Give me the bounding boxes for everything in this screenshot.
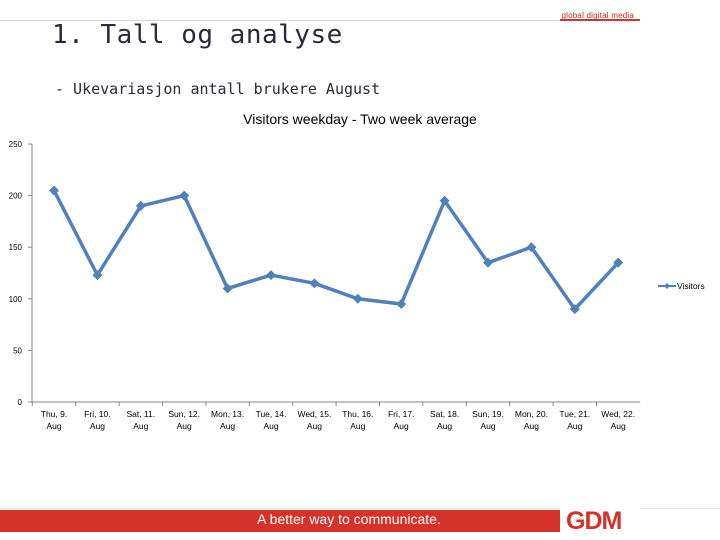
x-tick-label-day: Wed, 15.	[297, 409, 331, 419]
legend-swatch-marker	[664, 283, 670, 289]
x-tick-label-month: Aug	[46, 421, 61, 431]
brand-tagline: global digital media	[561, 11, 634, 20]
slide-title: 1. Tall og analyse	[52, 20, 343, 50]
x-tick-label-month: Aug	[220, 421, 235, 431]
chart-title: Visitors weekday - Two week average	[243, 111, 477, 127]
legend-label: Visitors	[677, 281, 705, 291]
x-tick-label-month: Aug	[307, 421, 322, 431]
x-tick-label-month: Aug	[437, 421, 452, 431]
x-tick-label-day: Tue, 14.	[256, 409, 287, 419]
y-tick-label: 250	[9, 140, 23, 149]
x-tick-label-day: Sat, 11.	[126, 409, 155, 419]
y-tick-label: 100	[9, 295, 23, 304]
footer-tagline: A better way to communicate.	[257, 511, 441, 527]
x-tick-label-month: Aug	[177, 421, 192, 431]
data-point	[309, 278, 320, 289]
x-tick-label-day: Wed, 22.	[601, 409, 635, 419]
x-tick-label-day: Tue, 21.	[559, 409, 590, 419]
data-point	[135, 200, 146, 211]
y-tick-label: 50	[13, 346, 22, 355]
x-tick-label-day: Thu, 16.	[342, 409, 373, 419]
x-tick-label-month: Aug	[524, 421, 539, 431]
x-tick-label-month: Aug	[480, 421, 495, 431]
data-point	[92, 270, 103, 281]
x-tick-label-month: Aug	[133, 421, 148, 431]
series-line-visitors	[52, 189, 620, 311]
slide-subtitle: - Ukevariasjon antall brukere August	[55, 80, 381, 98]
y-tick-label: 150	[9, 243, 23, 252]
data-point	[439, 195, 450, 206]
x-tick-label-day: Fri, 17.	[388, 409, 414, 419]
data-point	[222, 283, 233, 294]
x-tick-label-day: Thu, 9.	[41, 409, 67, 419]
x-tick-label-month: Aug	[394, 421, 409, 431]
x-tick-label-day: Sun, 19.	[472, 409, 504, 419]
x-tick-label-month: Aug	[350, 421, 365, 431]
y-tick-label: 0	[18, 398, 23, 407]
data-point	[179, 190, 190, 201]
header-accent-rule	[560, 19, 640, 21]
data-point	[396, 298, 407, 309]
data-point	[569, 304, 580, 315]
data-point	[526, 242, 537, 253]
x-tick-label-day: Mon, 13.	[211, 409, 244, 419]
data-point	[613, 257, 624, 268]
x-tick-label-day: Mon, 20.	[515, 409, 548, 419]
data-point	[352, 293, 363, 304]
x-tick-label-month: Aug	[263, 421, 278, 431]
x-tick-label-day: Fri, 10.	[84, 409, 110, 419]
logo-background	[560, 508, 640, 534]
data-point	[266, 270, 276, 281]
x-tick-label-month: Aug	[90, 421, 105, 431]
x-tick-label-day: Sun, 12.	[168, 409, 200, 419]
x-tick-label-month: Aug	[611, 421, 626, 431]
header-rule	[0, 20, 640, 21]
footer-red-band	[0, 510, 560, 532]
data-point	[49, 185, 59, 196]
gdm-logo: GDM	[566, 507, 622, 535]
x-tick-label-month: Aug	[567, 421, 582, 431]
y-tick-label: 200	[9, 192, 23, 201]
data-point	[483, 257, 493, 268]
x-tick-label-day: Sat, 18.	[430, 409, 459, 419]
